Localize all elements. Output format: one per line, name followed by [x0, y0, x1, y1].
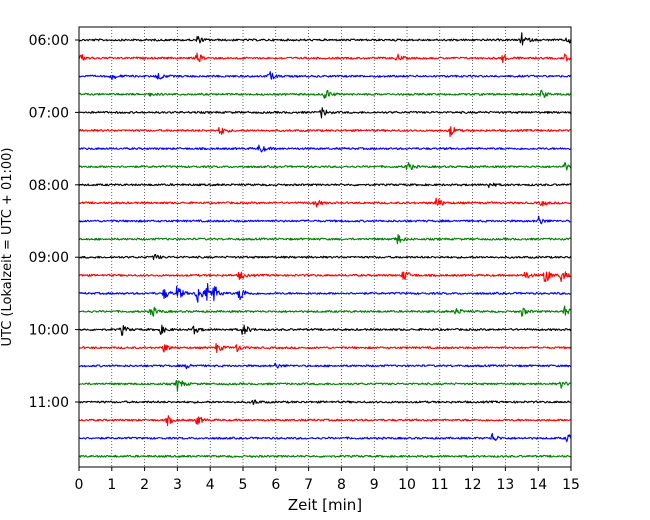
- plot-frame: [78, 26, 572, 468]
- trace-1100: [78, 399, 572, 406]
- x-tick-label-5: 5: [239, 477, 248, 493]
- x-tick-label-2: 2: [140, 477, 149, 493]
- trace-0700: [78, 107, 572, 119]
- trace-0830: [78, 215, 572, 225]
- vertical-gridlines: [111, 27, 539, 467]
- trace-1030: [78, 362, 572, 370]
- x-tick-label-9: 9: [370, 477, 379, 493]
- trace-0715: [78, 126, 571, 138]
- trace-0600: [78, 32, 572, 46]
- trace-0645: [78, 89, 572, 99]
- y-tick-label-09:00: 09:00: [29, 250, 69, 266]
- x-tick-label-6: 6: [271, 477, 280, 493]
- x-tick-label-10: 10: [398, 477, 416, 493]
- x-tick-label-7: 7: [304, 477, 313, 493]
- x-axis-label: Zeit [min]: [288, 496, 362, 514]
- y-tick-label-10:00: 10:00: [29, 323, 69, 339]
- y-tick-label-11:00: 11:00: [29, 395, 69, 411]
- x-tick-label-3: 3: [173, 477, 182, 493]
- trace-0745: [78, 162, 572, 171]
- x-tick-label-4: 4: [206, 477, 215, 493]
- trace-0845: [78, 234, 572, 245]
- trace-1145: [78, 454, 572, 458]
- y-tick-label-08:00: 08:00: [29, 178, 69, 194]
- trace-0930: [78, 283, 572, 303]
- x-tick-label-12: 12: [464, 477, 482, 493]
- y-axis-ticks: 06:00 07:00 08:00 09:00 10:00 11:00: [29, 33, 79, 411]
- trace-0815: [78, 197, 572, 208]
- trace-0915: [78, 271, 572, 283]
- x-tick-label-13: 13: [496, 477, 514, 493]
- trace-0730: [78, 144, 572, 153]
- y-tick-label-06:00: 06:00: [29, 33, 69, 49]
- trace-0800: [78, 182, 572, 189]
- seismic-traces: [78, 32, 572, 458]
- x-tick-label-15: 15: [562, 477, 580, 493]
- x-tick-label-8: 8: [337, 477, 346, 493]
- trace-0900: [78, 253, 572, 261]
- y-tick-label-07:00: 07:00: [29, 105, 69, 121]
- x-tick-label-11: 11: [431, 477, 449, 493]
- trace-1130: [78, 432, 572, 443]
- trace-1015: [78, 343, 572, 354]
- x-axis-ticks: 0 1 2 3 4 5 6 7 8 9 10 11 12 13 14 15: [75, 467, 580, 493]
- trace-1115: [78, 415, 572, 427]
- trace-1000: [78, 324, 572, 336]
- trace-0630: [78, 71, 572, 81]
- x-tick-label-14: 14: [529, 477, 547, 493]
- x-tick-label-0: 0: [75, 477, 84, 493]
- y-axis-label: UTC (Lokalzeit = UTC + 01:00): [0, 148, 15, 347]
- x-tick-label-1: 1: [107, 477, 116, 493]
- trace-1045: [78, 379, 572, 392]
- trace-0615: [78, 52, 572, 64]
- trace-0945: [78, 305, 572, 317]
